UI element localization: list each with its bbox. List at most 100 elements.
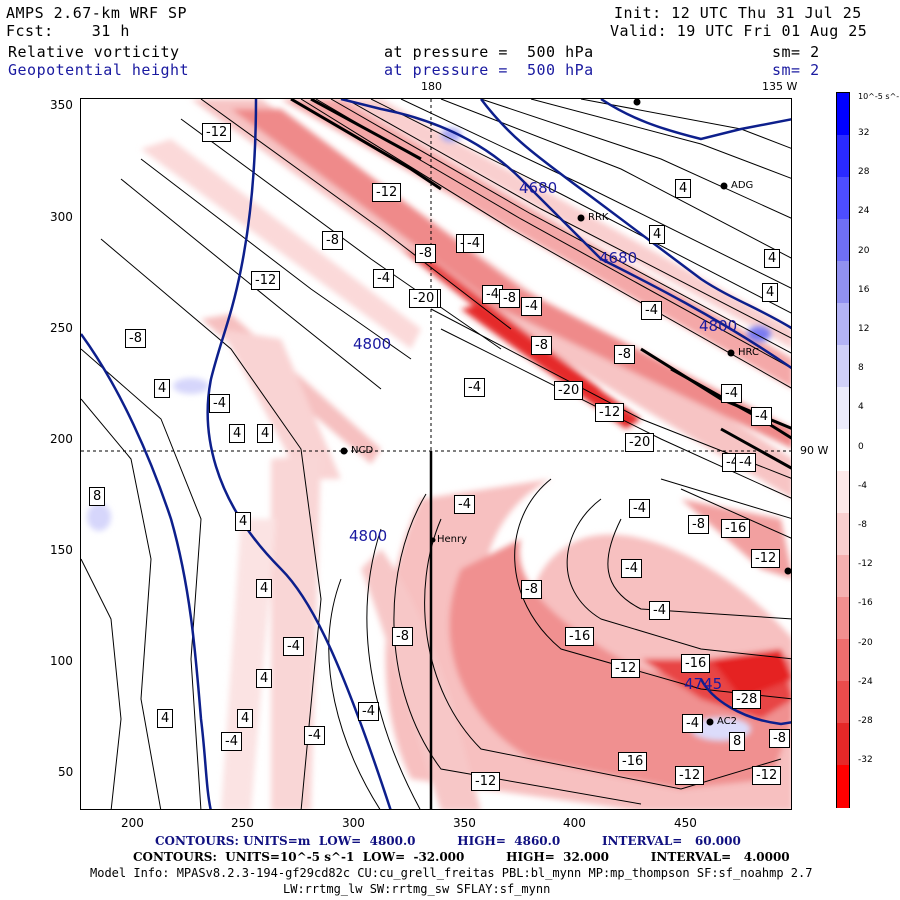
height-label: 4800 (353, 335, 392, 353)
y-tick-label: 50 (58, 765, 74, 779)
colorbar-tick-label: 20 (858, 245, 870, 256)
vorticity-contour-label: -8 (521, 580, 542, 599)
vorticity-contour-label: -4 (682, 714, 703, 733)
vorticity-contour-label: -12 (675, 766, 705, 785)
colorbar-tick-label: 4 (858, 402, 864, 413)
vorticity-contour-label: -4 (621, 559, 642, 578)
height-contours (81, 99, 791, 809)
vorticity-contour-label: -4 (721, 384, 742, 403)
vorticity-contour-label: 4 (257, 424, 274, 443)
vorticity-contour-label: 4 (235, 512, 252, 531)
vorticity-contour-label: -28 (732, 690, 762, 709)
field2-level: at pressure = 500 hPa (384, 61, 594, 79)
field1-level: at pressure = 500 hPa (384, 43, 594, 61)
colorbar-tick-label: -32 (858, 755, 873, 766)
y-tick-label: 100 (50, 654, 73, 668)
y-tick-label: 350 (50, 98, 73, 112)
vorticity-contour-label: -8 (125, 329, 146, 348)
vorticity-contour-label: -16 (721, 519, 751, 538)
vorticity-contour-label: -8 (322, 231, 343, 250)
colorbar-tick-label: 32 (858, 128, 870, 138)
vorticity-contour-label: -12 (251, 271, 281, 290)
x-tick-label: 450 (674, 816, 697, 830)
colorbar-segment (837, 513, 849, 556)
valid-time: Valid: 19 UTC Fri 01 Aug 25 (610, 22, 868, 40)
colorbar-tick-label: 24 (858, 206, 870, 217)
vorticity-contour-label: -12 (202, 123, 232, 142)
footer-height-contours: CONTOURS: UNITS=m LOW= 4800.0 HIGH= 4860… (155, 834, 741, 848)
vorticity-contour-label: -8 (531, 336, 552, 355)
vorticity-contour-label: -20 (554, 381, 584, 400)
field2-smoothing: sm= 2 (772, 61, 820, 79)
colorbar-segment (837, 723, 849, 766)
vorticity-contour-label: -12 (752, 766, 782, 785)
vorticity-contour-label: 4 (762, 283, 779, 302)
vorticity-contour-label: -4 (283, 637, 304, 656)
vorticity-contour-label: -8 (614, 345, 635, 364)
colorbar-segment (837, 597, 849, 640)
vorticity-contour-label: 4 (237, 709, 254, 728)
vorticity-contour-label: -20 (409, 289, 439, 308)
vorticity-contour-label: -4 (358, 702, 379, 721)
vorticity-contour-label: -4 (463, 234, 484, 253)
y-tick-label: 150 (50, 543, 73, 557)
y-tick-label: 300 (50, 210, 73, 224)
model-title: AMPS 2.67-km WRF SP (6, 4, 188, 22)
vorticity-contour-label: -16 (618, 752, 648, 771)
colorbar-segment (837, 429, 849, 472)
x-tick-label: 250 (231, 816, 254, 830)
y-tick-label: 250 (50, 321, 73, 335)
colorbar-segment (837, 681, 849, 724)
footer-vort-contours: CONTOURS: UNITS=10^-5 s^-1 LOW= -32.000 … (133, 850, 790, 864)
station-dots (340, 99, 791, 726)
colorbar-segment (837, 303, 849, 346)
colorbar-segment (837, 639, 849, 682)
colorbar-segment (837, 177, 849, 220)
colorbar-tick-label: 16 (858, 284, 870, 295)
colorbar-segment (837, 765, 849, 808)
vorticity-contour-label: -4 (521, 297, 542, 316)
colorbar (836, 92, 850, 808)
vorticity-contour-label: -8 (392, 627, 413, 646)
vorticity-contour-label: -12 (751, 549, 781, 568)
vorticity-contour-label: 4 (256, 579, 273, 598)
vorticity-contour-label: 4 (157, 709, 174, 728)
colorbar-segment (837, 135, 849, 178)
vorticity-contour-label: 8 (89, 487, 106, 506)
y-tick-label: 200 (50, 432, 73, 446)
height-label: 4680 (519, 179, 558, 197)
vorticity-contour-label: -4 (641, 301, 662, 320)
vorticity-contour-label: 4 (256, 669, 273, 688)
colorbar-segment (837, 345, 849, 388)
colorbar-segment (837, 219, 849, 262)
field1-smoothing: sm= 2 (772, 43, 820, 61)
station-label: HRC (738, 347, 759, 358)
vorticity-contour-label: -4 (751, 407, 772, 426)
vorticity-contour-label: 4 (675, 179, 692, 198)
colorbar-segment (837, 471, 849, 514)
colorbar-tick-label: -4 (858, 480, 867, 491)
colorbar-segment (837, 93, 849, 136)
vorticity-contour-label: -8 (499, 289, 520, 308)
map-plot[interactable]: ADG RRK HRC NCD Henry AC2 4800 4800 4680… (80, 98, 792, 810)
x-tick-label: 350 (453, 816, 476, 830)
colorbar-segment (837, 261, 849, 304)
lon-180-label: 180 (421, 80, 442, 93)
vorticity-contour-label: 4 (764, 249, 781, 268)
colorbar-tick-label: 0 (858, 441, 864, 452)
field1-title: Relative vorticity (8, 43, 180, 61)
vorticity-contour-label: -12 (372, 183, 402, 202)
vorticity-contour-label: -8 (688, 515, 709, 534)
colorbar-tick-label: -20 (858, 637, 873, 648)
vorticity-contour-label: -12 (595, 403, 625, 422)
height-label: 4680 (599, 249, 638, 267)
vorticity-contour-label: -12 (471, 772, 501, 791)
station-label: ADG (731, 180, 754, 191)
x-tick-label: 400 (563, 816, 586, 830)
vorticity-contour-label: -8 (415, 244, 436, 263)
station-label: RRK (588, 212, 609, 223)
forecast-hour: Fcst: 31 h (6, 22, 130, 40)
vorticity-contour-label: 8 (729, 732, 746, 751)
map-svg (81, 99, 791, 809)
init-time: Init: 12 UTC Thu 31 Jul 25 (614, 4, 862, 22)
